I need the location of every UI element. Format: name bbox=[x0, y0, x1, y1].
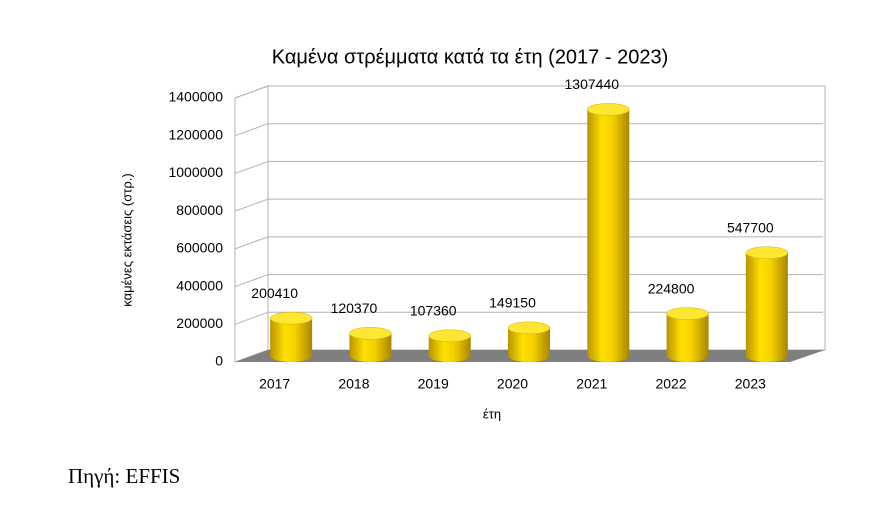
value-label: 224800 bbox=[648, 280, 695, 296]
cylinder bbox=[666, 307, 709, 362]
side-wall bbox=[234, 85, 269, 363]
x-tick-label: 2018 bbox=[338, 376, 369, 392]
cylinder-top bbox=[587, 103, 630, 116]
x-tick-label: 2017 bbox=[259, 376, 290, 392]
cylinder-top bbox=[349, 327, 392, 340]
y-tick-label: 1400000 bbox=[168, 89, 223, 105]
cylinder bbox=[270, 312, 313, 362]
grid-line bbox=[234, 236, 269, 250]
x-tick-label: 2020 bbox=[497, 376, 528, 392]
cylinder-top bbox=[269, 311, 313, 325]
grid-line bbox=[234, 311, 269, 325]
grid-line bbox=[234, 85, 269, 99]
grid-line bbox=[234, 160, 269, 174]
x-axis-title: έτη bbox=[483, 406, 501, 421]
back-wall bbox=[267, 85, 826, 351]
x-tick-label: 2022 bbox=[655, 376, 686, 392]
value-label: 547700 bbox=[727, 219, 774, 235]
cylinder-top bbox=[428, 329, 471, 343]
grid-line bbox=[234, 198, 269, 212]
y-tick-label: 1200000 bbox=[168, 126, 223, 142]
grid-line bbox=[234, 123, 269, 137]
y-tick-label: 1000000 bbox=[168, 164, 223, 180]
y-tick-label: 0 bbox=[215, 353, 223, 369]
cylinder-top bbox=[507, 321, 551, 335]
cylinder bbox=[745, 246, 788, 362]
chart-title: Καμένα στρέμματα κατά τα έτη (2017 - 202… bbox=[272, 46, 668, 68]
value-label: 1307440 bbox=[565, 76, 620, 92]
y-tick-label: 600000 bbox=[176, 240, 223, 256]
x-tick-label: 2021 bbox=[576, 376, 607, 392]
value-label: 120370 bbox=[331, 300, 378, 316]
value-label: 149150 bbox=[489, 295, 536, 311]
y-tick-label: 400000 bbox=[176, 277, 223, 293]
x-tick-label: 2019 bbox=[418, 376, 449, 392]
cylinder-top bbox=[666, 307, 709, 320]
grid-line bbox=[234, 274, 269, 288]
y-tick-label: 200000 bbox=[176, 315, 223, 331]
value-label: 107360 bbox=[410, 302, 457, 318]
cylinder bbox=[587, 103, 630, 363]
value-label: 200410 bbox=[251, 285, 298, 301]
x-tick-label: 2023 bbox=[735, 376, 766, 392]
y-axis-title: καμένες εκτάσεις (στρ.) bbox=[119, 173, 134, 307]
y-tick-label: 800000 bbox=[176, 202, 223, 218]
source: Πηγή: EFFIS bbox=[68, 464, 180, 488]
cylinder-top bbox=[745, 246, 789, 259]
